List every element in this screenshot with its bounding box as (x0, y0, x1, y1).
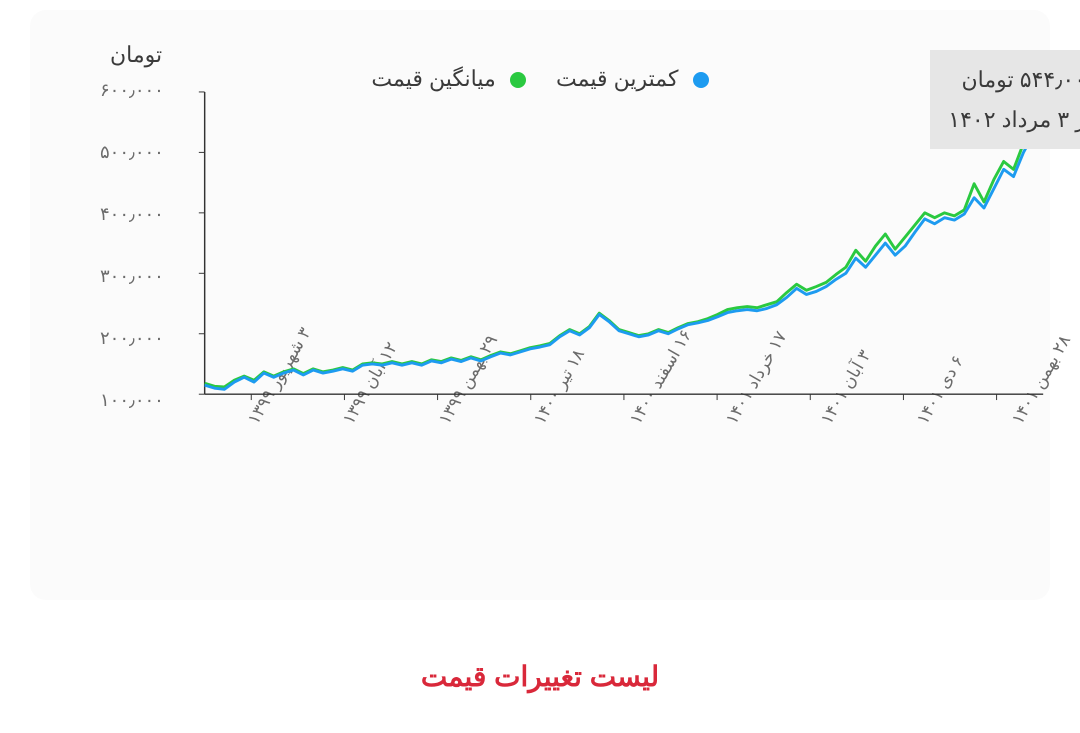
chart-plot (190, 90, 1052, 402)
y-tick: ۱۰۰٫۰۰۰ (100, 390, 180, 411)
legend-dot-avg (510, 72, 526, 88)
legend-item-min: کمترین قیمت (556, 66, 709, 92)
y-tick: ۳۰۰٫۰۰۰ (100, 266, 180, 287)
chart-card: ۵۴۴٫۰۰ تومان ر ۳ مرداد ۱۴۰۲ کمترین قیمت … (30, 10, 1050, 600)
tooltip-date: ر ۳ مرداد ۱۴۰۲ (944, 100, 1080, 140)
section-title: لیست تغییرات قیمت (0, 660, 1080, 693)
chart-legend: کمترین قیمت میانگین قیمت (30, 66, 1050, 92)
chart-tooltip: ۵۴۴٫۰۰ تومان ر ۳ مرداد ۱۴۰۲ (930, 50, 1080, 149)
legend-dot-min (693, 72, 709, 88)
legend-item-avg: میانگین قیمت (371, 66, 526, 92)
legend-label-min: کمترین قیمت (556, 66, 678, 91)
series-min-line (205, 123, 1044, 389)
tooltip-price: ۵۴۴٫۰۰ تومان (944, 60, 1080, 100)
legend-label-avg: میانگین قیمت (371, 66, 495, 91)
series-avg-line (205, 119, 1044, 387)
y-tick: ۲۰۰٫۰۰۰ (100, 328, 180, 349)
y-axis-label: تومان (110, 42, 162, 68)
y-tick: ۴۰۰٫۰۰۰ (100, 204, 180, 225)
y-tick: ۶۰۰٫۰۰۰ (100, 80, 180, 101)
y-tick: ۵۰۰٫۰۰۰ (100, 142, 180, 163)
